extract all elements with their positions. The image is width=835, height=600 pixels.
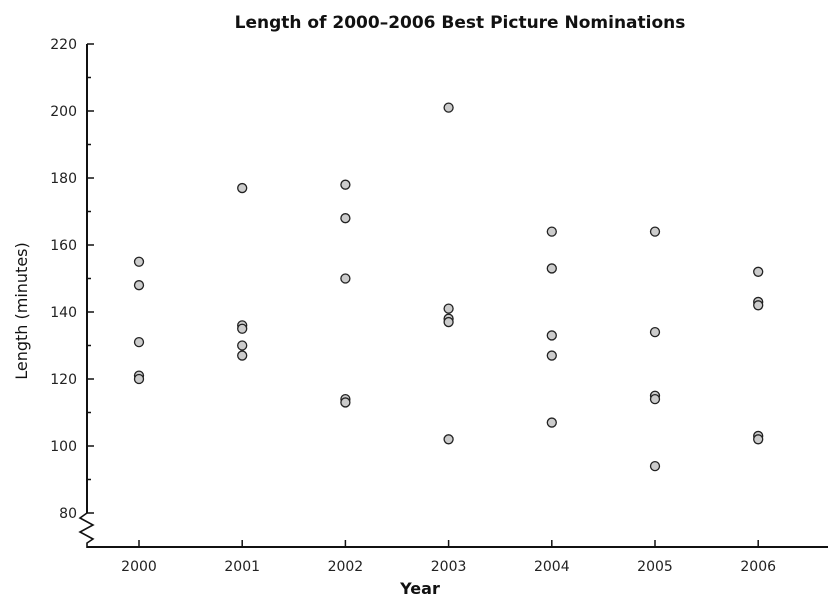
- data-point: [133, 280, 145, 291]
- y-tick-label: 140: [50, 305, 77, 321]
- y-axis-ticks: 80 100 120 140 160 180 200 220: [50, 37, 94, 522]
- data-point: [133, 336, 145, 348]
- y-tick-label: 100: [50, 439, 77, 455]
- x-tick-label: 2000: [121, 559, 157, 575]
- y-axis-break-mark: [78, 512, 95, 548]
- data-point: [340, 213, 351, 224]
- data-point: [340, 397, 351, 408]
- data-point: [753, 266, 764, 277]
- x-tick-label: 2003: [431, 559, 467, 575]
- data-point: [649, 326, 661, 338]
- data-point: [340, 179, 351, 190]
- data-point: [237, 350, 248, 361]
- data-point: [546, 417, 557, 428]
- x-tick-label: 2005: [637, 559, 673, 575]
- data-points: [133, 102, 764, 472]
- data-point: [443, 434, 454, 445]
- x-tick-label: 2001: [224, 559, 260, 575]
- x-axis-ticks: 2000 2001 2002 2003 2004 2005 2006: [121, 540, 776, 575]
- data-point: [753, 300, 764, 311]
- y-tick-label: 180: [50, 171, 77, 187]
- chart-title: Length of 2000–2006 Best Picture Nominat…: [235, 13, 686, 33]
- data-point: [649, 393, 661, 405]
- data-point: [443, 102, 454, 113]
- x-tick-label: 2002: [328, 559, 364, 575]
- data-point: [649, 226, 661, 237]
- data-point: [546, 226, 557, 237]
- data-point: [237, 182, 248, 194]
- x-axis-label: Year: [399, 579, 440, 598]
- data-point: [546, 263, 557, 274]
- y-axis-label: Length (minutes): [12, 242, 31, 380]
- data-point: [133, 256, 145, 267]
- data-point: [443, 316, 454, 328]
- x-tick-label: 2004: [534, 559, 570, 575]
- data-point: [649, 460, 661, 472]
- data-point: [546, 350, 557, 361]
- data-point: [237, 340, 248, 351]
- x-tick-label: 2006: [740, 559, 776, 575]
- data-point: [753, 434, 764, 445]
- y-tick-label: 80: [59, 506, 77, 522]
- data-point: [546, 330, 557, 341]
- y-tick-label: 120: [50, 372, 77, 388]
- data-point: [340, 273, 351, 284]
- y-tick-label: 220: [50, 37, 77, 53]
- y-tick-label: 200: [50, 104, 77, 120]
- y-tick-label: 160: [50, 238, 77, 254]
- data-point: [237, 323, 248, 334]
- data-point: [133, 373, 145, 385]
- data-point: [443, 303, 454, 314]
